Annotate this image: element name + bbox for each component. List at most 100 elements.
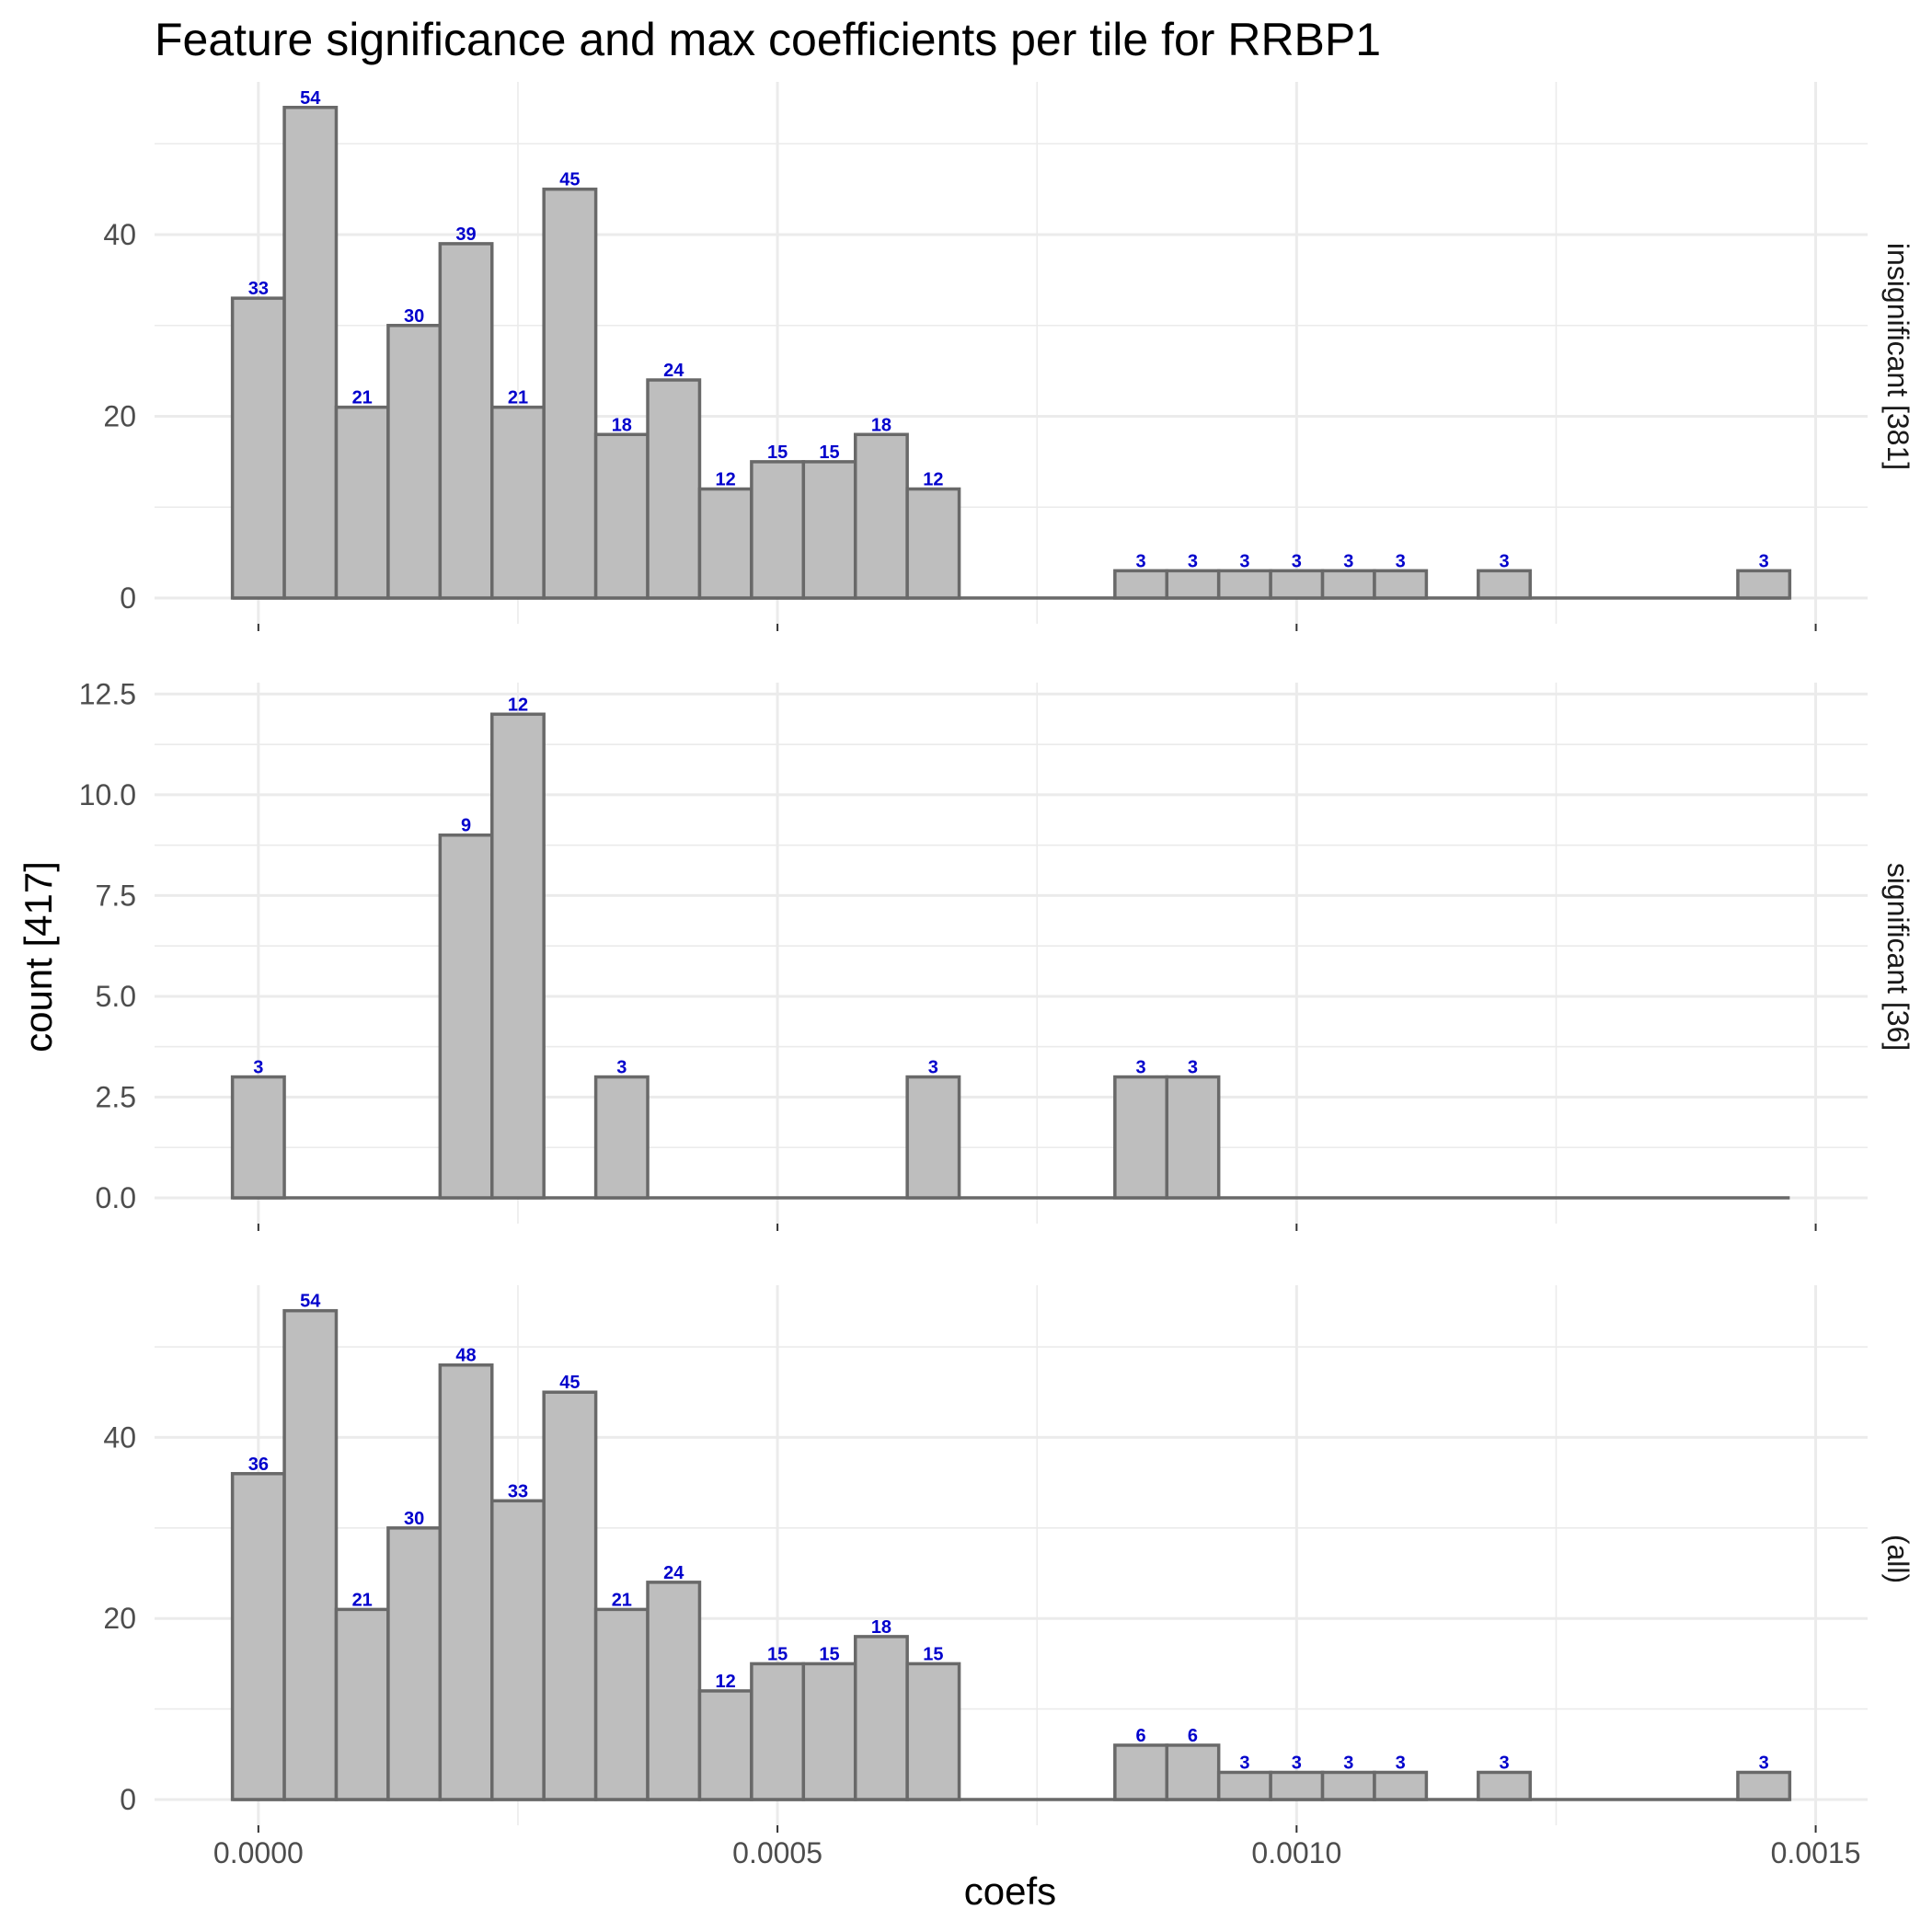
bar-value-label: 3 xyxy=(616,1058,627,1078)
bar-value-label: 6 xyxy=(1188,1726,1198,1746)
bar xyxy=(1477,1770,1532,1801)
bar xyxy=(1736,1770,1792,1801)
y-tick-label: 0 xyxy=(120,1783,136,1816)
bar-value-label: 3 xyxy=(1239,1753,1249,1773)
bar xyxy=(386,324,443,600)
bar xyxy=(1216,1770,1272,1801)
bar xyxy=(853,1635,909,1801)
bar xyxy=(386,1526,443,1801)
bar-value-label: 39 xyxy=(455,224,476,245)
bar xyxy=(230,296,286,600)
bar-value-label: 3 xyxy=(1759,551,1769,571)
bar xyxy=(853,432,909,600)
bar xyxy=(593,432,650,600)
bar-value-label: 9 xyxy=(461,816,471,836)
bar xyxy=(1216,569,1272,600)
bar-value-label: 18 xyxy=(871,1617,891,1638)
bar xyxy=(1165,1075,1221,1200)
bar-value-label: 12 xyxy=(923,470,943,490)
bar-value-label: 3 xyxy=(253,1058,263,1078)
bar xyxy=(334,405,390,600)
bar-value-label: 3 xyxy=(1343,1753,1353,1773)
bar xyxy=(282,106,339,600)
bar xyxy=(1269,569,1325,600)
bar xyxy=(1373,1770,1429,1801)
bar xyxy=(230,1472,286,1801)
bar-value-label: 24 xyxy=(663,361,684,381)
bar xyxy=(646,1581,702,1801)
bar xyxy=(750,460,806,600)
bar-value-label: 45 xyxy=(559,170,580,190)
y-tick-label: 7.5 xyxy=(96,879,136,912)
bar xyxy=(1373,569,1429,600)
bar xyxy=(646,378,702,600)
bar-value-label: 3 xyxy=(1343,551,1353,571)
bar-value-label: 30 xyxy=(404,1509,424,1529)
bar xyxy=(490,1499,546,1801)
bar-value-label: 21 xyxy=(352,1590,373,1610)
bar-value-label: 3 xyxy=(1499,1753,1509,1773)
bar xyxy=(490,405,546,600)
x-axis: 0.0000 0.0005 0.0010 0.0015 xyxy=(213,1836,1861,1869)
bar xyxy=(1165,1743,1221,1801)
bar xyxy=(1736,569,1792,600)
bar xyxy=(542,187,598,600)
bar-value-label: 3 xyxy=(1188,551,1198,571)
bar-value-label: 15 xyxy=(767,1644,788,1664)
bar-value-label: 12 xyxy=(716,470,736,490)
chart-title: Feature significance and max coefficient… xyxy=(155,14,1381,65)
bar-value-label: 3 xyxy=(1396,551,1406,571)
bar xyxy=(490,712,546,1200)
bar xyxy=(905,1662,961,1801)
bar xyxy=(1320,569,1376,600)
bar-value-label: 12 xyxy=(508,695,528,715)
bar-value-label: 30 xyxy=(404,306,424,327)
y-tick-label: 40 xyxy=(103,1420,136,1454)
bar xyxy=(801,1662,857,1801)
y-tick-label: 20 xyxy=(103,400,136,433)
bar-value-label: 12 xyxy=(716,1672,736,1692)
bar xyxy=(1165,569,1221,600)
strip-label: insignificant [381] xyxy=(1881,243,1915,470)
y-tick-label: 20 xyxy=(103,1602,136,1635)
y-tick-label: 40 xyxy=(103,218,136,251)
bar-value-label: 15 xyxy=(923,1644,943,1664)
bar xyxy=(905,487,961,600)
bar-value-label: 24 xyxy=(663,1563,684,1583)
panel-significant-36: 0.0 2.5 5.0 7.5 10.0 12.5 3 9 12 3 3 3 3 significant … xyxy=(79,677,1915,1231)
y-tick-label: 12.5 xyxy=(79,677,136,710)
bar-value-label: 33 xyxy=(508,1481,528,1501)
bar xyxy=(593,1075,650,1200)
strip-label: significant [36] xyxy=(1881,863,1915,1052)
bar xyxy=(697,1689,753,1801)
bar-value-label: 48 xyxy=(455,1346,476,1366)
y-tick-label: 2.5 xyxy=(96,1080,136,1113)
y-tick-label: 0 xyxy=(120,581,136,615)
bar-value-label: 21 xyxy=(508,388,528,408)
bar xyxy=(230,1075,286,1200)
bar xyxy=(750,1662,806,1801)
bar-value-label: 15 xyxy=(819,1644,839,1664)
bar-value-label: 3 xyxy=(928,1058,938,1078)
bar-value-label: 21 xyxy=(612,1590,632,1610)
bar xyxy=(801,460,857,600)
bar-value-label: 3 xyxy=(1499,551,1509,571)
bar xyxy=(1320,1770,1376,1801)
bar xyxy=(282,1308,339,1801)
x-tick-label: 0.0010 xyxy=(1251,1836,1341,1869)
bar xyxy=(1269,1770,1325,1801)
bar xyxy=(1113,1743,1169,1801)
x-tick-label: 0.0000 xyxy=(213,1836,304,1869)
bar-value-label: 3 xyxy=(1396,1753,1406,1773)
bar-value-label: 18 xyxy=(871,415,891,435)
bar xyxy=(697,487,753,600)
bar-value-label: 45 xyxy=(559,1373,580,1393)
bar xyxy=(334,1607,390,1801)
bar xyxy=(905,1075,961,1200)
bar xyxy=(1113,569,1169,600)
bar-value-label: 18 xyxy=(612,415,632,435)
